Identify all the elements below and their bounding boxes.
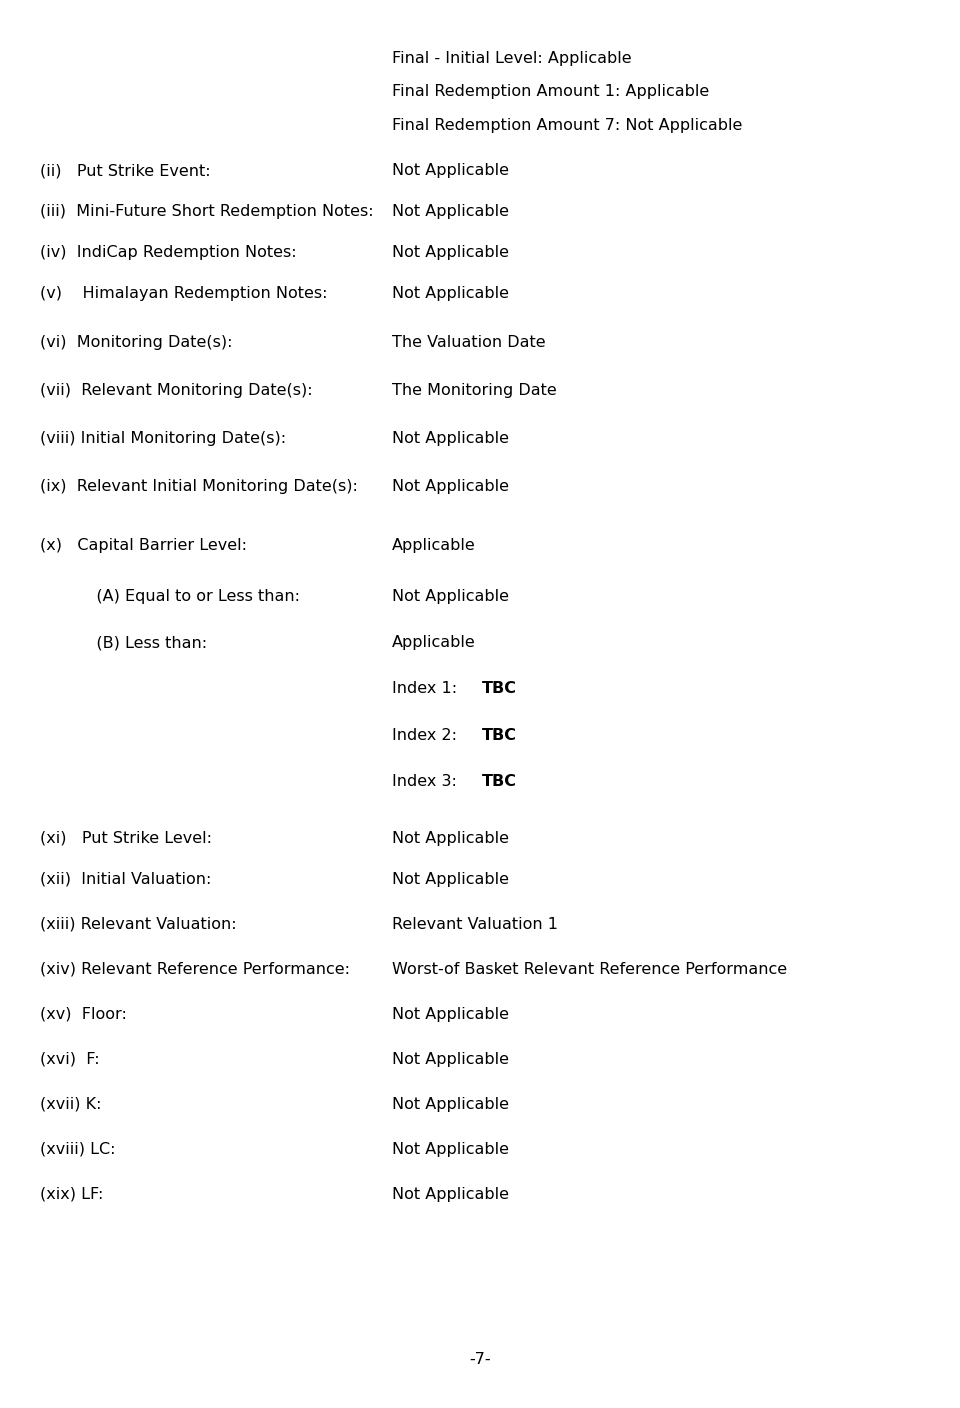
Text: Not Applicable: Not Applicable	[392, 245, 509, 260]
Text: Worst-of Basket Relevant Reference Performance: Worst-of Basket Relevant Reference Perfo…	[392, 962, 787, 977]
Text: Final - Initial Level: Applicable: Final - Initial Level: Applicable	[392, 51, 632, 66]
Text: (B) Less than:: (B) Less than:	[40, 635, 207, 650]
Text: Not Applicable: Not Applicable	[392, 872, 509, 887]
Text: Not Applicable: Not Applicable	[392, 286, 509, 301]
Text: Final Redemption Amount 7: Not Applicable: Final Redemption Amount 7: Not Applicabl…	[392, 118, 742, 134]
Text: Not Applicable: Not Applicable	[392, 1052, 509, 1067]
Text: (xvii) K:: (xvii) K:	[40, 1097, 102, 1112]
Text: (xii)  Initial Valuation:: (xii) Initial Valuation:	[40, 872, 212, 887]
Text: (xix) LF:: (xix) LF:	[40, 1187, 104, 1202]
Text: (xvi)  F:: (xvi) F:	[40, 1052, 100, 1067]
Text: (xiii) Relevant Valuation:: (xiii) Relevant Valuation:	[40, 917, 237, 932]
Text: (A) Equal to or Less than:: (A) Equal to or Less than:	[40, 589, 300, 604]
Text: Not Applicable: Not Applicable	[392, 204, 509, 220]
Text: Applicable: Applicable	[392, 538, 475, 553]
Text: Not Applicable: Not Applicable	[392, 163, 509, 179]
Text: Not Applicable: Not Applicable	[392, 431, 509, 446]
Text: Not Applicable: Not Applicable	[392, 1007, 509, 1022]
Text: Final Redemption Amount 1: Applicable: Final Redemption Amount 1: Applicable	[392, 84, 708, 100]
Text: (ii)   Put Strike Event:: (ii) Put Strike Event:	[40, 163, 211, 179]
Text: (xi)   Put Strike Level:: (xi) Put Strike Level:	[40, 831, 212, 846]
Text: (viii) Initial Monitoring Date(s):: (viii) Initial Monitoring Date(s):	[40, 431, 286, 446]
Text: TBC: TBC	[482, 728, 517, 743]
Text: (iii)  Mini-Future Short Redemption Notes:: (iii) Mini-Future Short Redemption Notes…	[40, 204, 374, 220]
Text: (iv)  IndiCap Redemption Notes:: (iv) IndiCap Redemption Notes:	[40, 245, 297, 260]
Text: Index 3:: Index 3:	[392, 774, 462, 790]
Text: (x)   Capital Barrier Level:: (x) Capital Barrier Level:	[40, 538, 248, 553]
Text: Index 2:: Index 2:	[392, 728, 462, 743]
Text: (v)    Himalayan Redemption Notes:: (v) Himalayan Redemption Notes:	[40, 286, 327, 301]
Text: TBC: TBC	[482, 681, 517, 697]
Text: Not Applicable: Not Applicable	[392, 1187, 509, 1202]
Text: The Monitoring Date: The Monitoring Date	[392, 383, 557, 398]
Text: (xviii) LC:: (xviii) LC:	[40, 1142, 116, 1157]
Text: Relevant Valuation 1: Relevant Valuation 1	[392, 917, 558, 932]
Text: TBC: TBC	[482, 774, 517, 790]
Text: The Valuation Date: The Valuation Date	[392, 335, 545, 351]
Text: Not Applicable: Not Applicable	[392, 1097, 509, 1112]
Text: (xv)  Floor:: (xv) Floor:	[40, 1007, 127, 1022]
Text: -7-: -7-	[469, 1352, 491, 1367]
Text: (vi)  Monitoring Date(s):: (vi) Monitoring Date(s):	[40, 335, 233, 351]
Text: Not Applicable: Not Applicable	[392, 831, 509, 846]
Text: (xiv) Relevant Reference Performance:: (xiv) Relevant Reference Performance:	[40, 962, 350, 977]
Text: (vii)  Relevant Monitoring Date(s):: (vii) Relevant Monitoring Date(s):	[40, 383, 313, 398]
Text: Index 1:: Index 1:	[392, 681, 462, 697]
Text: Applicable: Applicable	[392, 635, 475, 650]
Text: Not Applicable: Not Applicable	[392, 479, 509, 494]
Text: Not Applicable: Not Applicable	[392, 589, 509, 604]
Text: (ix)  Relevant Initial Monitoring Date(s):: (ix) Relevant Initial Monitoring Date(s)…	[40, 479, 358, 494]
Text: Not Applicable: Not Applicable	[392, 1142, 509, 1157]
